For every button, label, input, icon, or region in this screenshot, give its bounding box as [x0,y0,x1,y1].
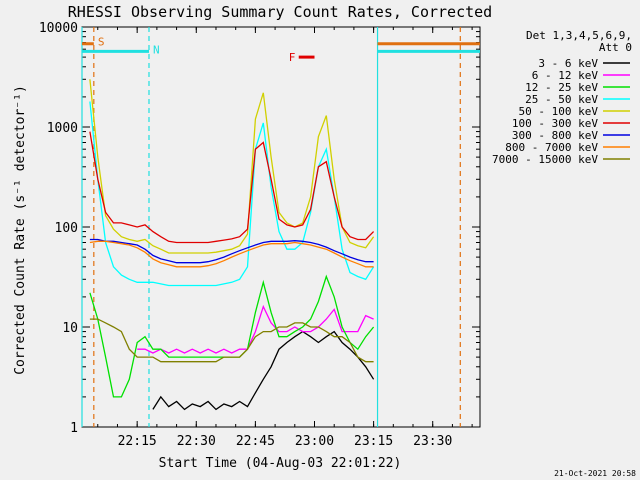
series-line [89,131,375,244]
y-tick-label: 10 [62,321,78,336]
flag-label: N [153,43,160,56]
series-line [89,101,375,287]
series-line [89,240,374,268]
x-tick-label: 23:30 [413,434,452,449]
x-tick-label: 22:15 [118,434,157,449]
chart-title: RHESSI Observing Summary Count Rates, Co… [68,3,492,21]
x-tick-label: 22:30 [177,434,216,449]
series-line [89,238,374,264]
y-tick-label: 1 [70,421,78,436]
legend-entry-label: 6 - 12 keV [532,69,599,82]
series-line [152,330,375,411]
flag-label: S [98,36,105,49]
plot-area [81,26,481,428]
timestamp: 21-Oct-2021 20:58 [554,469,636,478]
y-tick-label: 100 [55,221,78,236]
y-axis-label: Corrected Count Rate (s⁻¹ detector⁻¹) [13,85,28,375]
series-line [89,79,375,254]
series-line [89,274,375,398]
legend-entry-label: 25 - 50 keV [525,93,598,106]
legend-entry-label: 7000 - 15000 keV [492,153,598,166]
y-tick-label: 10000 [39,21,78,36]
reference-lines [81,27,461,427]
x-tick-label: 23:15 [354,434,393,449]
legend-header-line-1: Det 1,3,4,5,6,9, [526,29,632,42]
x-tick-label: 23:00 [295,434,334,449]
legend-entry-label: 50 - 100 keV [519,105,599,118]
observing-flags: S N F [82,27,480,427]
legend-entry-label: 800 - 7000 keV [505,141,598,154]
x-tick-label: 22:45 [236,434,275,449]
series-line [89,318,374,363]
legend-entry-label: 300 - 800 keV [512,129,598,142]
legend-header-line-2: Att 0 [599,41,632,54]
series-line [137,304,374,354]
y-axis: 1 10 100 1000 10000 [39,21,480,436]
y-tick-label: 1000 [47,121,78,136]
x-axis: 22:15 22:30 22:45 23:00 23:15 23:30 [97,27,473,449]
legend-entry-label: 12 - 25 keV [525,81,598,94]
legend-entry-label: 100 - 300 keV [512,117,598,130]
legend-entry-label: 3 - 6 keV [538,57,598,70]
series-group [89,79,375,411]
flag-label: F [289,51,296,64]
x-axis-label: Start Time (04-Aug-03 22:01:22) [159,456,402,471]
